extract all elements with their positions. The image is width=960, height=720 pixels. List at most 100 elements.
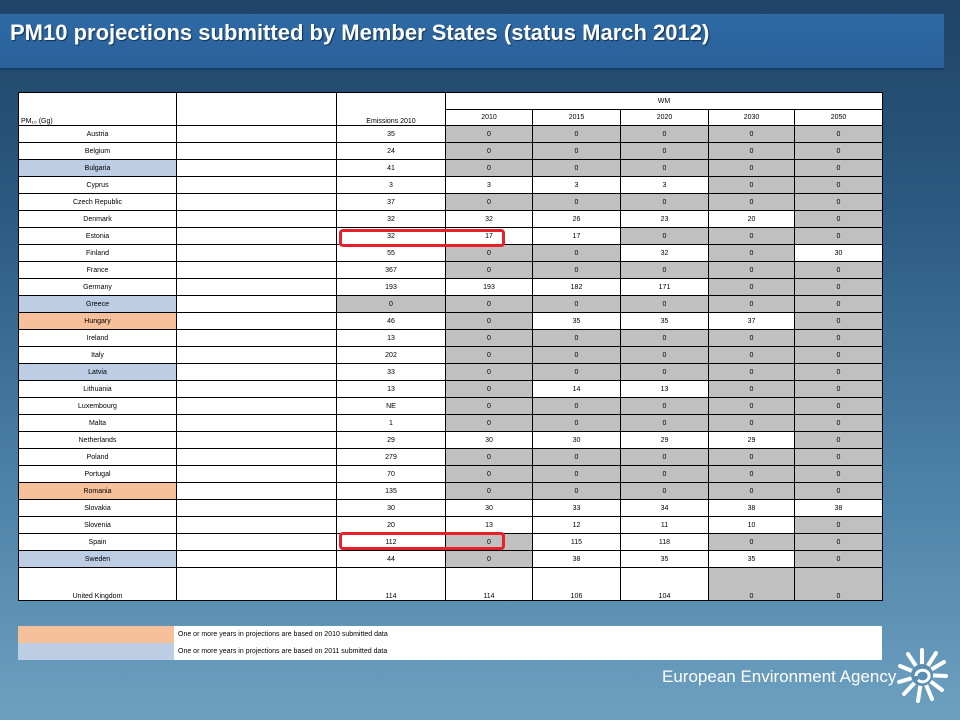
country-cell: Denmark (18, 210, 177, 228)
country-cell: Czech Republic (18, 193, 177, 211)
projection-cell: 29 (708, 431, 795, 449)
blank-cell (176, 193, 337, 211)
projection-cell: 0 (445, 346, 533, 364)
projection-cell: 14 (532, 380, 621, 398)
projection-cell: 0 (793, 397, 884, 415)
country-cell: Luxembourg (18, 397, 177, 415)
blank-cell (176, 516, 337, 534)
legend: One or more years in projections are bas… (18, 626, 882, 660)
projection-cell: 0 (793, 380, 884, 398)
projection-cell: 0 (708, 125, 795, 143)
country-cell: Sweden (18, 550, 177, 568)
country-cell: Poland (18, 448, 177, 466)
projection-cell: 3 (532, 176, 621, 194)
projection-cell: 182 (532, 278, 621, 296)
projection-cell: 35 (620, 312, 709, 330)
projection-cell: 0 (620, 329, 709, 347)
blank-cell (176, 329, 337, 347)
projection-cell: 0 (793, 329, 884, 347)
projection-cell: 171 (620, 278, 709, 296)
table-row: Latvia 33 0 0 0 0 0 (18, 363, 884, 381)
projection-cell: 0 (620, 142, 709, 160)
projection-cell: 0 (793, 431, 884, 449)
blank-cell (176, 210, 337, 228)
projection-cell: 0 (532, 346, 621, 364)
emissions-cell: 32 (336, 227, 446, 245)
projection-cell: 0 (793, 159, 884, 177)
projection-cell: 12 (532, 516, 621, 534)
blank-cell (176, 142, 337, 160)
projection-cell: 0 (532, 329, 621, 347)
emissions-cell: 3 (336, 176, 446, 194)
country-cell: Spain (18, 533, 177, 551)
table-row: Belgium 24 0 0 0 0 0 (18, 142, 884, 160)
projection-cell: 104 (620, 567, 709, 601)
page-title: PM10 projections submitted by Member Sta… (10, 20, 710, 45)
projection-cell: 37 (708, 312, 795, 330)
projection-cell: 23 (620, 210, 709, 228)
projection-cell: 0 (532, 125, 621, 143)
projection-cell: 0 (532, 295, 621, 313)
projection-cell: 0 (793, 142, 884, 160)
projection-cell: 0 (708, 533, 795, 551)
projection-cell: 0 (532, 482, 621, 500)
blank-cell (176, 550, 337, 568)
header-blank (176, 92, 337, 126)
blank-cell (176, 567, 337, 601)
projection-cell: 0 (445, 159, 533, 177)
emissions-cell: 41 (336, 159, 446, 177)
projection-cell: 38 (708, 499, 795, 517)
projection-cell: 30 (445, 499, 533, 517)
blank-cell (176, 261, 337, 279)
projection-cell: 0 (793, 516, 884, 534)
projection-cell: 0 (793, 363, 884, 381)
projection-cell: 106 (532, 567, 621, 601)
projection-cell: 10 (708, 516, 795, 534)
blank-cell (176, 448, 337, 466)
projection-cell: 0 (793, 176, 884, 194)
eea-sun-logo-icon (896, 646, 948, 709)
header-year: 2020 (620, 109, 709, 126)
country-cell: Greece (18, 295, 177, 313)
legend-row-2010: One or more years in projections are bas… (18, 626, 882, 643)
emissions-cell: 13 (336, 329, 446, 347)
table-row: Bulgaria 41 0 0 0 0 0 (18, 159, 884, 177)
header-row-1: PM₁₀ (Gg) Emissions 2010 WM (18, 92, 884, 126)
emissions-cell: 70 (336, 465, 446, 483)
legend-text-2011: One or more years in projections are bas… (178, 648, 388, 655)
projection-cell: 0 (793, 278, 884, 296)
projection-cell: 0 (793, 261, 884, 279)
projection-cell: 0 (532, 142, 621, 160)
emissions-cell: 13 (336, 380, 446, 398)
projection-cell: 0 (708, 176, 795, 194)
country-cell: Austria (18, 125, 177, 143)
table-row: Italy 202 0 0 0 0 0 (18, 346, 884, 364)
blank-cell (176, 533, 337, 551)
projection-cell: 0 (708, 227, 795, 245)
emissions-cell: 24 (336, 142, 446, 160)
projection-cell: 38 (532, 550, 621, 568)
projection-cell: 118 (620, 533, 709, 551)
projection-cell: 0 (620, 414, 709, 432)
projection-cell: 0 (445, 533, 533, 551)
header-emissions: Emissions 2010 (336, 92, 446, 126)
projection-cell: 0 (793, 295, 884, 313)
projection-cell: 0 (532, 397, 621, 415)
emissions-cell: 46 (336, 312, 446, 330)
title-bar: PM10 projections submitted by Member Sta… (0, 14, 944, 70)
country-cell: Bulgaria (18, 159, 177, 177)
table-row: Malta 1 0 0 0 0 0 (18, 414, 884, 432)
projection-cell: 0 (620, 261, 709, 279)
projection-cell: 0 (445, 550, 533, 568)
projection-cell: 0 (620, 295, 709, 313)
table-row: United Kingdom 114 114 106 104 0 0 (18, 567, 884, 601)
table-row: Austria 35 0 0 0 0 0 (18, 125, 884, 143)
projection-cell: 0 (793, 312, 884, 330)
country-cell: Malta (18, 414, 177, 432)
table-row: Estonia 32 17 17 0 0 0 (18, 227, 884, 245)
projection-cell: 30 (532, 431, 621, 449)
blank-cell (176, 397, 337, 415)
blank-cell (176, 159, 337, 177)
projection-cell: 0 (708, 363, 795, 381)
blank-cell (176, 465, 337, 483)
